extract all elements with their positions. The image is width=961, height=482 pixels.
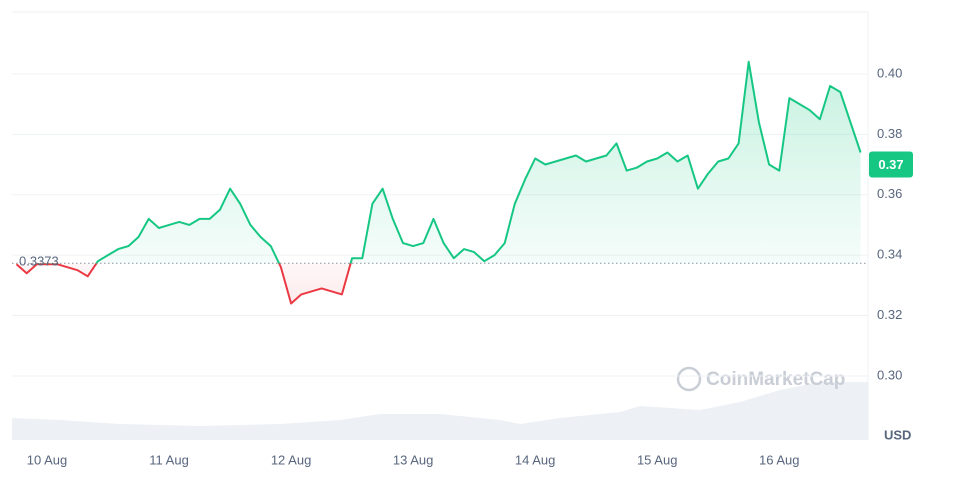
y-unit: USD (884, 427, 911, 442)
y-tick-label: 0.32 (877, 307, 902, 322)
x-tick-label: 12 Aug (271, 452, 312, 467)
watermark: CoinMarketCap (706, 369, 845, 390)
watermark-group: CoinMarketCap (676, 366, 845, 392)
x-tick-label: 15 Aug (637, 452, 678, 467)
x-tick-label: 10 Aug (27, 452, 68, 467)
watermark-logo (676, 366, 702, 392)
price-line (15, 60, 862, 305)
area-fill (16, 61, 861, 304)
y-tick-label: 0.38 (877, 126, 902, 141)
price-tag-label: 0.37 (878, 157, 903, 172)
x-tick-label: 14 Aug (515, 452, 556, 467)
baseline-label: 0.3373 (19, 254, 59, 269)
y-tick-label: 0.40 (877, 65, 902, 80)
x-tick-label: 13 Aug (393, 452, 434, 467)
x-tick-label: 11 Aug (149, 452, 189, 467)
price-tag-box (869, 151, 913, 178)
volume-area (12, 382, 868, 440)
y-tick-label: 0.36 (877, 186, 902, 201)
y-tick-label: 0.34 (877, 247, 902, 262)
y-tick-label: 0.30 (877, 367, 902, 382)
x-tick-label: 16 Aug (759, 452, 800, 467)
